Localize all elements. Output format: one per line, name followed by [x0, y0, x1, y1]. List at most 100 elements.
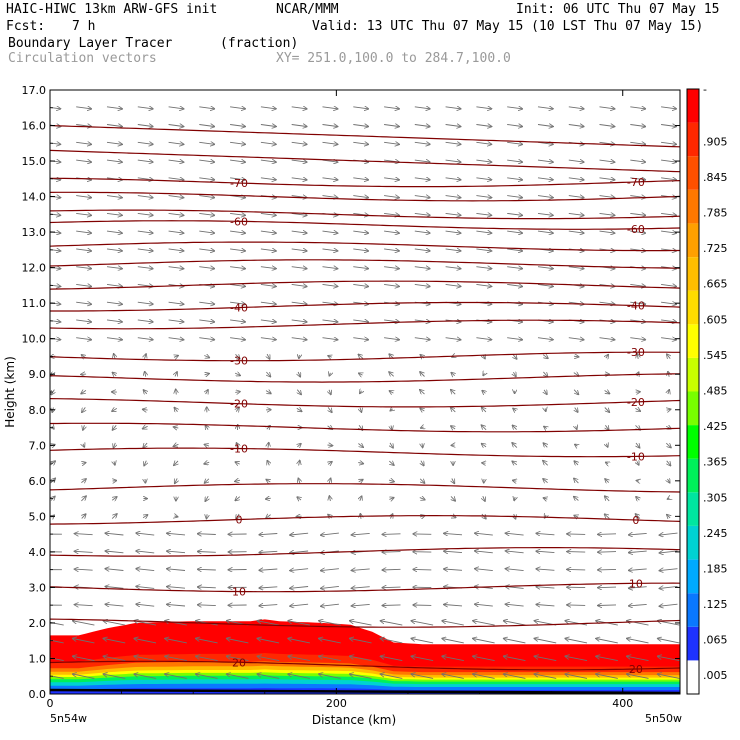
isotherm-line — [50, 177, 680, 188]
wind-vector — [328, 407, 332, 412]
wind-vector — [667, 515, 670, 518]
wind-vector — [137, 267, 153, 269]
forecast-hour: 7 h — [72, 19, 96, 34]
wind-vector — [329, 479, 330, 484]
wind-vector — [359, 480, 363, 482]
wind-vector — [260, 302, 276, 304]
wind-vector — [322, 249, 338, 251]
wind-vector — [476, 284, 491, 286]
wind-vector — [174, 427, 179, 428]
vector-legend: Circulation vectors — [8, 51, 157, 66]
wind-vector — [506, 533, 524, 535]
wind-vector — [661, 107, 676, 109]
colorbar-swatch — [687, 324, 699, 358]
colorbar-label: .245 — [703, 527, 728, 540]
wind-vector — [667, 460, 671, 466]
wind-vector — [574, 497, 579, 501]
colorbar-label: .905 — [703, 135, 728, 148]
isotherm-line — [50, 660, 680, 671]
wind-vector — [76, 125, 91, 127]
wind-vector — [175, 408, 178, 412]
wind-vector — [451, 373, 454, 376]
wind-vector — [630, 213, 645, 215]
wind-vector — [204, 356, 209, 358]
wind-vector — [445, 196, 461, 198]
wind-vector — [176, 390, 177, 395]
wind-vector — [476, 142, 491, 144]
y-tick-label: 12.0 — [22, 262, 47, 275]
y-tick-label: 17.0 — [22, 84, 47, 97]
colorbar-swatch — [687, 290, 699, 325]
wind-vector — [143, 426, 148, 428]
wind-vector — [235, 480, 241, 481]
wind-vector — [445, 284, 461, 286]
wind-vector — [168, 302, 184, 304]
wind-vector — [668, 479, 670, 483]
wind-vector — [661, 125, 676, 127]
isotherm-line — [50, 483, 680, 493]
wind-vector — [599, 107, 615, 109]
wind-vector — [414, 107, 430, 109]
wind-vector — [199, 178, 214, 180]
wind-vector — [76, 231, 91, 233]
wind-vector — [535, 656, 557, 662]
wind-vector — [260, 107, 276, 109]
wind-vector — [205, 445, 209, 447]
right-endpoint: 5n50w — [645, 712, 682, 725]
wind-vector — [637, 461, 639, 464]
wind-vector — [235, 392, 240, 393]
wind-vector — [606, 444, 607, 447]
wind-vector — [574, 389, 578, 395]
wind-vector — [353, 284, 368, 286]
wind-vector — [384, 125, 399, 127]
wind-vector — [507, 107, 522, 109]
colorbar-swatch — [687, 593, 699, 627]
wind-vector — [76, 142, 91, 144]
wind-vector — [73, 621, 95, 626]
wind-vector — [660, 586, 678, 588]
wind-vector — [321, 569, 339, 571]
wind-vector — [136, 533, 155, 535]
wind-vector — [353, 231, 368, 233]
isotherm-label: 0 — [632, 514, 639, 527]
wind-vector — [512, 443, 518, 448]
wind-vector — [230, 160, 245, 162]
wind-vector — [537, 213, 553, 215]
wind-vector — [513, 426, 517, 430]
wind-vector — [389, 461, 393, 465]
wind-vector — [414, 267, 430, 269]
wind-vector — [75, 569, 93, 570]
isotherm-line — [50, 259, 680, 269]
wind-vector — [199, 249, 214, 251]
x-tick-label: 400 — [612, 697, 633, 710]
wind-vector — [237, 443, 239, 447]
wind-vector — [542, 355, 548, 359]
wind-vector — [76, 249, 91, 251]
wind-vector — [352, 604, 370, 606]
wind-vector — [198, 569, 216, 570]
wind-vector — [260, 213, 276, 215]
wind-vector — [258, 621, 280, 626]
wind-vector — [322, 196, 338, 198]
wind-vector — [106, 302, 122, 304]
colorbar-swatch — [687, 660, 699, 694]
wind-vector — [288, 656, 310, 662]
wind-vector — [230, 267, 245, 269]
y-tick-label: 0.0 — [29, 688, 47, 701]
wind-vector — [627, 639, 649, 644]
init-time: Init: 06 UTC Thu 07 May 15 — [516, 2, 720, 17]
wind-vector — [476, 249, 491, 251]
wind-vector — [507, 284, 522, 286]
wind-vector — [321, 604, 339, 606]
wind-vector — [205, 479, 209, 483]
wind-vector — [543, 461, 549, 466]
colorbar-frame — [686, 88, 700, 695]
wind-vector — [106, 569, 124, 571]
wind-vector — [536, 605, 555, 606]
wind-vector — [451, 390, 456, 395]
y-tick-label: 16.0 — [22, 120, 47, 133]
wind-vector — [599, 302, 615, 304]
wind-vector — [605, 514, 610, 518]
wind-vector — [328, 462, 332, 465]
isotherm-line — [50, 191, 680, 202]
